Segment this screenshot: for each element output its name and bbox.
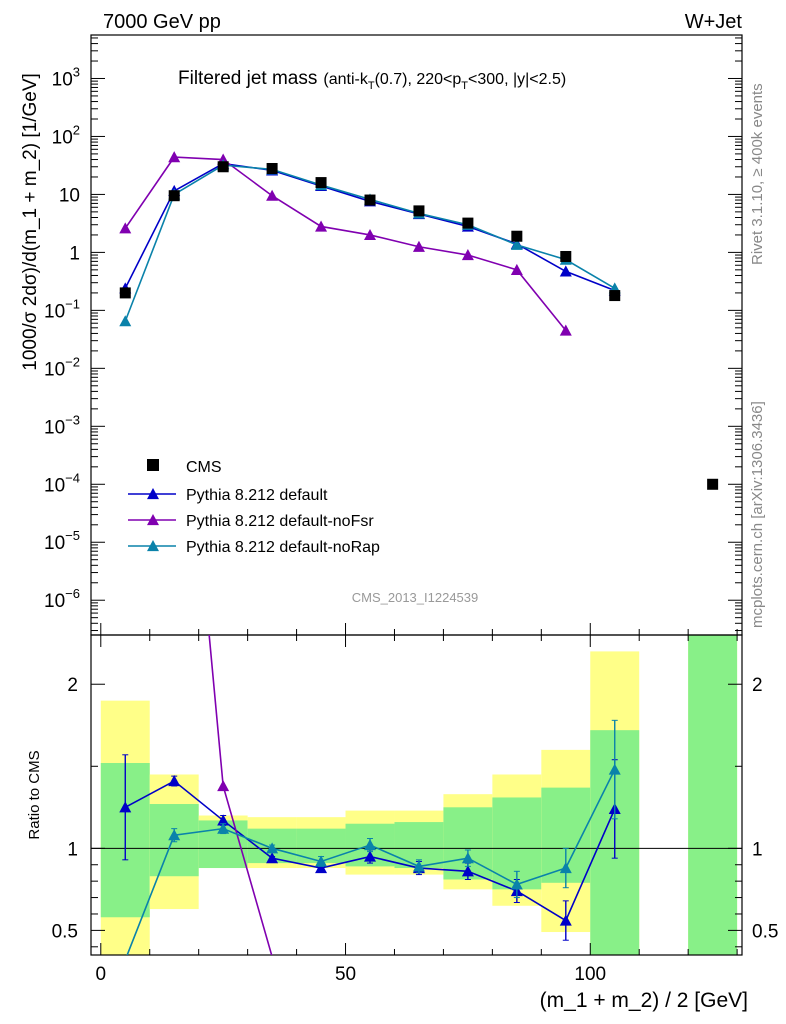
title-sub-t: T bbox=[368, 80, 375, 92]
ratio-point-0-4 bbox=[315, 862, 328, 874]
legend-label-2: Pythia 8.212 default-noRap bbox=[186, 539, 380, 556]
ratio-point-2-4 bbox=[315, 855, 328, 867]
cms-point-8 bbox=[511, 230, 523, 242]
ratio-point-0-1 bbox=[168, 775, 181, 787]
cms-point-7 bbox=[462, 217, 474, 229]
title-sub-t2: T bbox=[461, 80, 468, 92]
x-tick-label-1: 50 bbox=[335, 964, 356, 985]
ratio-point-0-9 bbox=[559, 914, 572, 926]
legend-cms-label: CMS bbox=[186, 459, 222, 476]
ratio-tick-label-left-2: 0.5 bbox=[52, 921, 78, 942]
cms-point-10 bbox=[609, 290, 621, 302]
band-inner-11 bbox=[688, 635, 738, 955]
ratio-point-0-2 bbox=[217, 814, 230, 826]
legend-label-0: Pythia 8.212 default bbox=[186, 487, 328, 504]
ratio-point-2-2 bbox=[217, 822, 230, 834]
cms-point-6 bbox=[413, 205, 425, 217]
ratio-tick-label-left-1: 1 bbox=[67, 839, 78, 860]
y-tick-label-8: 10−5 bbox=[44, 528, 80, 554]
y-tick-label-6: 10−3 bbox=[44, 412, 80, 438]
ratio-point-2-6 bbox=[412, 860, 425, 872]
labels: 7000 GeV pp W+Jet Filtered jet mass (anti… bbox=[20, 11, 766, 1012]
ratio-point-2-10 bbox=[608, 763, 621, 775]
cms-point-9 bbox=[560, 250, 572, 262]
ratio-y-axis-label: Ratio to CMS bbox=[26, 750, 43, 839]
x-tick-label-0: 0 bbox=[96, 964, 107, 985]
title-sub-2: (0.7), 220<p bbox=[375, 71, 462, 88]
series-line-1 bbox=[124, 156, 567, 331]
series-1-point-8 bbox=[510, 263, 523, 275]
x-axis-label: (m_1 + m_2) / 2 [GeV] bbox=[540, 989, 748, 1012]
side-label-top: Rivet 3.1.10, ≥ 400k events bbox=[749, 83, 766, 265]
ratio-tick-label-right-2: 0.5 bbox=[752, 921, 778, 942]
watermark: CMS_2013_I1224539 bbox=[352, 590, 479, 605]
title-sub: (anti-k bbox=[323, 71, 368, 88]
series-line-2 bbox=[124, 164, 616, 322]
series-line-0 bbox=[124, 162, 616, 292]
title-sub-3: <300, |y|<2.5) bbox=[468, 71, 566, 88]
cms-point-0 bbox=[119, 287, 131, 299]
ratio-point-0-7 bbox=[461, 865, 474, 877]
legend: CMS Pythia 8.212 default Pythia 8.212 def… bbox=[128, 459, 380, 556]
ratio-tick-label-right-0: 2 bbox=[752, 675, 763, 696]
ratio-point-2-7 bbox=[461, 852, 474, 864]
series-1-point-4 bbox=[315, 220, 328, 232]
main-panel-marks bbox=[119, 151, 621, 336]
legend-label-1: Pythia 8.212 default-noFsr bbox=[186, 513, 374, 530]
ratio-point-2-3 bbox=[266, 842, 279, 854]
legend-cms-marker bbox=[147, 459, 159, 471]
ratio-point-2-5 bbox=[364, 839, 376, 851]
uncertainty-bands bbox=[100, 635, 738, 955]
series-1-point-0 bbox=[119, 222, 132, 234]
series-1-point-1 bbox=[168, 151, 181, 163]
legend-marker-2 bbox=[147, 540, 159, 552]
cms-point-4 bbox=[315, 177, 327, 189]
series-1-point-6 bbox=[412, 240, 425, 252]
ratio-frame bbox=[90, 634, 743, 956]
x-tick-label-2: 100 bbox=[574, 964, 606, 985]
y-tick-label-3: 1 bbox=[69, 243, 80, 264]
y-tick-label-2: 10 bbox=[59, 185, 80, 206]
ratio-point-1-2 bbox=[217, 779, 230, 792]
chart-title: Filtered jet mass (anti-kT(0.7), 220<pT<3… bbox=[178, 68, 566, 92]
side-label-bottom: mcplots.cern.ch [arXiv:1306.3436] bbox=[749, 401, 766, 628]
legend-marker-0 bbox=[147, 488, 159, 500]
y-tick-label-1: 102 bbox=[52, 122, 80, 148]
ratio-point-0-5 bbox=[364, 850, 376, 862]
y-tick-label-5: 10−2 bbox=[44, 354, 80, 380]
series-2-point-8 bbox=[510, 238, 523, 250]
y-tick-label-4: 10−1 bbox=[44, 296, 80, 322]
title-main: Filtered jet mass bbox=[178, 68, 317, 89]
data-marks bbox=[119, 151, 719, 955]
y-tick-label-7: 10−4 bbox=[44, 470, 80, 496]
axes: 0 50 10010310210110−110−210−310−410−510−62… bbox=[44, 34, 778, 985]
ratio-panel-marks bbox=[119, 635, 621, 955]
cms-point-11 bbox=[707, 478, 719, 490]
y-axis-label: 1000/σ 2dσ)/d(m_1 + m_2) [1/GeV] bbox=[20, 73, 41, 371]
series-0-point-9 bbox=[559, 265, 572, 277]
ratio-point-2-8 bbox=[510, 878, 523, 890]
cms-point-5 bbox=[364, 194, 376, 206]
series-1-point-9 bbox=[559, 324, 572, 336]
y-tick-label-9: 10−6 bbox=[44, 586, 80, 612]
y-tick-label-0: 103 bbox=[52, 64, 80, 90]
ratio-point-2-9 bbox=[559, 862, 572, 874]
series-2-point-0 bbox=[119, 315, 132, 327]
series-1-point-7 bbox=[461, 249, 474, 261]
cms-point-2 bbox=[217, 161, 229, 173]
cms-point-1 bbox=[168, 190, 180, 202]
header-right: W+Jet bbox=[685, 11, 743, 33]
ratio-tick-label-left-0: 2 bbox=[67, 675, 78, 696]
header-left: 7000 GeV pp bbox=[103, 11, 221, 33]
ratio-point-2-1 bbox=[168, 829, 181, 841]
legend-marker-1 bbox=[147, 514, 159, 526]
series-1-point-3 bbox=[266, 189, 279, 201]
ratio-tick-label-right-1: 1 bbox=[752, 839, 763, 860]
cms-point-3 bbox=[266, 162, 278, 174]
ratio-point-0-0 bbox=[119, 801, 132, 813]
ratio-point-0-3 bbox=[266, 852, 279, 864]
series-1-point-5 bbox=[364, 228, 376, 241]
